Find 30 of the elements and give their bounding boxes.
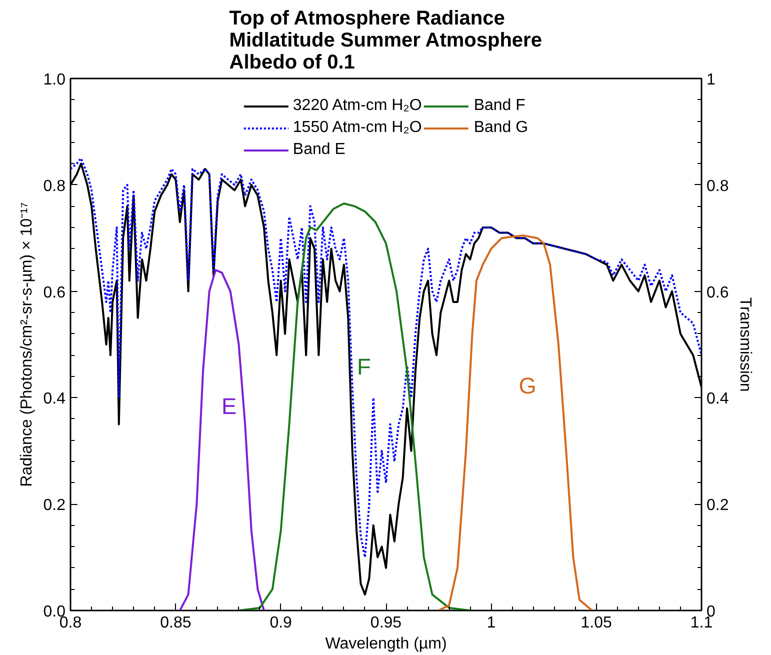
x-tick-label: 0.9: [270, 614, 292, 632]
legend-label: 1550 Atm-cm H₂O: [292, 119, 422, 137]
legend-label: 3220 Atm-cm H₂O: [292, 97, 422, 115]
y2-tick-label: 0.8: [706, 178, 729, 195]
annotation: F: [356, 353, 371, 380]
x-tick-label: 1.05: [580, 614, 612, 632]
annotation: G: [518, 372, 536, 398]
legend-label: Band G: [474, 119, 528, 137]
x-tick-label: 1: [486, 614, 496, 632]
legend-label: Band F: [474, 97, 526, 115]
y-tick-label: 0.4: [43, 390, 66, 408]
y2-axis-title: Transmission: [736, 297, 754, 392]
y-axis-title: Radiance (Photons/cm²-sr-s-µm) × 10⁻¹⁷: [18, 202, 36, 487]
y2-tick-label: 0.6: [706, 284, 729, 302]
line-series: [178, 269, 266, 610]
y-tick-label: 0.6: [43, 284, 66, 302]
x-tick-label: 0.85: [160, 614, 192, 632]
y2-tick-label: 1: [706, 72, 716, 88]
line-series: [438, 234, 594, 610]
y-tick-label: 0.2: [43, 497, 66, 514]
y-tick-label: 0.8: [43, 178, 66, 195]
chart-title: Top of Atmosphere Radiance Midlatitude Summer Atmosphere Albedo of 0.1: [229, 8, 542, 74]
y2-tick-label: 0.4: [706, 390, 729, 408]
y-tick-label: 1.0: [43, 72, 66, 88]
annotation: E: [222, 393, 237, 420]
line-series: [238, 202, 472, 610]
y2-tick-label: 0.2: [706, 497, 729, 514]
legend-label: Band E: [292, 141, 346, 159]
x-tick-label: 0.95: [370, 614, 402, 632]
x-axis-title: Wavelength (µm): [325, 636, 447, 652]
